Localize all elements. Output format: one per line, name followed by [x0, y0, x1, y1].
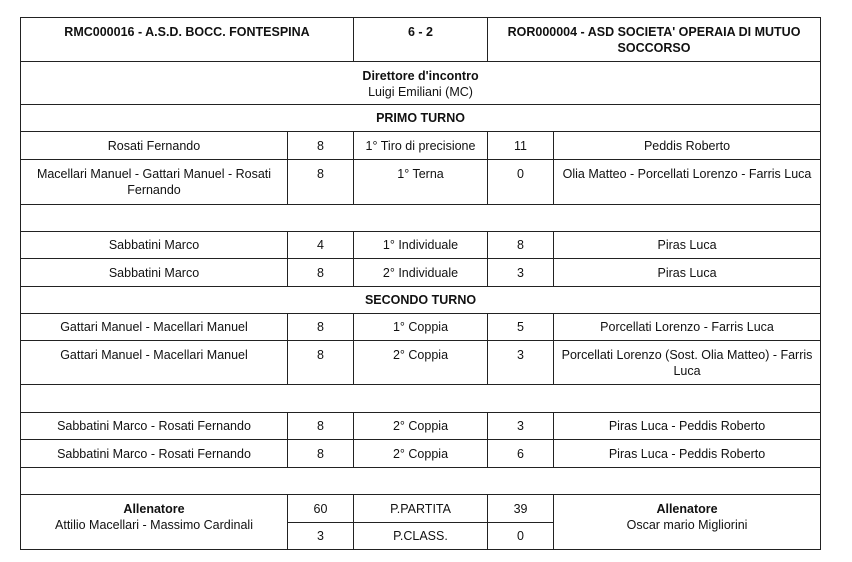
game-type: 2° Individuale — [353, 258, 489, 287]
home-score: 8 — [286, 258, 355, 287]
secondo-turno-title: SECONDO TURNO — [19, 286, 822, 314]
away-score: 8 — [487, 231, 555, 259]
game-type: 1° Coppia — [353, 313, 489, 341]
game-type: 1° Terna — [353, 159, 489, 205]
spacer-row — [19, 204, 822, 232]
home-score: 8 — [286, 159, 355, 205]
table-row: Sabbatini Marco - Rosati Fernando 8 2° C… — [20, 439, 822, 468]
director-label: Direttore d'incontro — [362, 69, 479, 83]
home-coach-label: Allenatore — [123, 502, 185, 516]
away-players: Piras Luca - Peddis Roberto — [553, 412, 822, 440]
table-row: Macellari Manuel - Gattari Manuel - Rosa… — [20, 159, 822, 205]
home-score: 8 — [286, 313, 355, 341]
game-type: 2° Coppia — [353, 340, 489, 385]
home-score: 8 — [286, 412, 355, 440]
away-score: 0 — [487, 159, 555, 205]
away-score: 6 — [487, 439, 555, 468]
home-score: 4 — [286, 231, 355, 259]
away-score: 3 — [487, 412, 555, 440]
match-report-table: RMC000016 - A.S.D. BOCC. FONTESPINA 6 - … — [19, 17, 822, 550]
game-type: 1° Tiro di precisione — [353, 131, 489, 160]
away-p-partita: 39 — [487, 494, 555, 523]
spacer-row — [19, 467, 822, 495]
p-partita-label: P.PARTITA — [353, 494, 489, 523]
away-players: Piras Luca — [553, 258, 822, 287]
away-coach-label: Allenatore — [656, 502, 718, 516]
p-class-label: P.CLASS. — [353, 522, 489, 550]
match-score: 6 - 2 — [353, 17, 489, 62]
home-players: Sabbatini Marco — [20, 258, 288, 287]
home-players: Sabbatini Marco - Rosati Fernando — [20, 412, 288, 440]
table-row: Rosati Fernando 8 1° Tiro di precisione … — [20, 131, 822, 160]
home-score: 8 — [286, 131, 355, 160]
home-players: Gattari Manuel - Macellari Manuel — [20, 313, 288, 341]
home-players: Gattari Manuel - Macellari Manuel — [20, 340, 288, 385]
away-players: Piras Luca - Peddis Roberto — [553, 439, 822, 468]
director-name: Luigi Emiliani (MC) — [368, 85, 473, 99]
footer-row: Allenatore Attilio Macellari - Massimo C… — [20, 494, 822, 550]
home-team: RMC000016 - A.S.D. BOCC. FONTESPINA — [19, 17, 355, 62]
away-score: 3 — [487, 340, 555, 385]
director-cell: Direttore d'incontro Luigi Emiliani (MC) — [19, 61, 822, 105]
away-score: 11 — [487, 131, 555, 160]
game-type: 2° Coppia — [353, 412, 489, 440]
away-players: Olia Matteo - Porcellati Lorenzo - Farri… — [553, 159, 822, 205]
table-row: Sabbatini Marco 4 1° Individuale 8 Piras… — [20, 231, 822, 259]
home-players: Macellari Manuel - Gattari Manuel - Rosa… — [20, 159, 288, 205]
home-players: Sabbatini Marco - Rosati Fernando — [20, 439, 288, 468]
game-type: 2° Coppia — [353, 439, 489, 468]
home-p-partita: 60 — [286, 494, 355, 523]
primo-turno-title: PRIMO TURNO — [19, 104, 822, 132]
away-players: Porcellati Lorenzo (Sost. Olia Matteo) -… — [553, 340, 822, 385]
away-players: Piras Luca — [553, 231, 822, 259]
home-coach: Attilio Macellari - Massimo Cardinali — [55, 518, 253, 532]
home-players: Rosati Fernando — [20, 131, 288, 160]
table-row: Sabbatini Marco 8 2° Individuale 3 Piras… — [20, 258, 822, 287]
game-type: 1° Individuale — [353, 231, 489, 259]
match-header-row: RMC000016 - A.S.D. BOCC. FONTESPINA 6 - … — [19, 17, 822, 62]
home-coach-cell: Allenatore Attilio Macellari - Massimo C… — [20, 494, 288, 550]
director-row: Direttore d'incontro Luigi Emiliani (MC) — [19, 61, 822, 105]
away-players: Porcellati Lorenzo - Farris Luca — [553, 313, 822, 341]
away-p-class: 0 — [487, 522, 555, 550]
footer-row: 3 P.CLASS. 0 — [21, 522, 821, 550]
away-score: 3 — [487, 258, 555, 287]
away-coach: Oscar mario Migliorini — [626, 518, 748, 532]
spacer-row — [19, 384, 822, 413]
away-team: ROR000004 - ASD SOCIETA' OPERAIA DI MUTU… — [487, 17, 822, 62]
home-players: Sabbatini Marco — [20, 231, 288, 259]
home-score: 8 — [286, 439, 355, 468]
away-score: 5 — [487, 313, 555, 341]
home-score: 8 — [286, 340, 355, 385]
table-row: Gattari Manuel - Macellari Manuel 8 1° C… — [20, 313, 822, 341]
home-p-class: 3 — [286, 522, 355, 550]
away-coach-cell: Allenatore Oscar mario Migliorini — [553, 494, 822, 550]
table-row: Sabbatini Marco - Rosati Fernando 8 2° C… — [20, 412, 822, 440]
away-players: Peddis Roberto — [553, 131, 822, 160]
table-row: Gattari Manuel - Macellari Manuel 8 2° C… — [20, 340, 822, 385]
